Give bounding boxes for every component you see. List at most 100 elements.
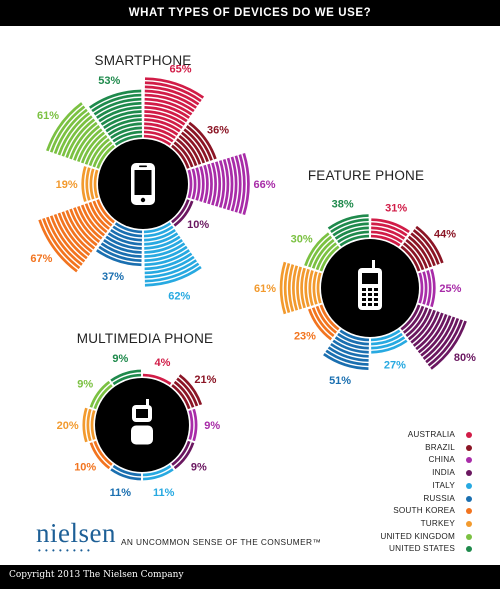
bar-band: [84, 203, 108, 234]
bar-band: [144, 77, 205, 99]
bar-band: [171, 384, 191, 410]
bar-band: [173, 200, 194, 227]
bar-band: [92, 141, 113, 168]
bar-band: [330, 342, 369, 358]
legend-label-united-states: UNITED STATES: [389, 544, 455, 554]
bar-band: [93, 440, 113, 466]
value-label: 67%: [30, 253, 52, 265]
segment-italy: [370, 329, 408, 354]
value-label: 31%: [385, 203, 407, 215]
bar-band: [337, 332, 369, 346]
bar-band: [144, 126, 176, 140]
bar-band: [211, 162, 217, 206]
copyright-text: Copyright 2013 The Nielsen Company: [9, 570, 184, 580]
bar-band: [69, 208, 98, 247]
bar-band: [420, 315, 452, 357]
bar-band: [325, 349, 369, 366]
bar-band: [405, 307, 429, 338]
segment-italy: [142, 464, 174, 481]
tagline: AN UNCOMMON SENSE OF THE CONSUMER™: [121, 537, 322, 547]
bar-band: [402, 305, 425, 334]
bar-band: [143, 225, 174, 238]
segment-united-kingdom: [304, 232, 340, 272]
segment-united-kingdom: [46, 102, 115, 169]
legend-swatch-united-states: [466, 546, 472, 553]
bar-band: [332, 339, 369, 354]
legend-label-australia: AUSTRALIA: [407, 430, 455, 439]
segment-south-korea: [308, 304, 340, 341]
bar-band: [144, 249, 190, 267]
bar-band: [400, 245, 421, 272]
bar-band: [296, 266, 302, 310]
legend-swatch-russia: [466, 495, 472, 502]
bar-band: [315, 305, 338, 334]
bar-band: [144, 255, 195, 275]
bar-band: [425, 317, 460, 364]
bar-band: [77, 205, 103, 240]
feature-phone-icon: [358, 260, 382, 310]
bar-band: [144, 235, 181, 250]
bar-band: [422, 316, 456, 360]
bar-band: [85, 167, 91, 201]
bar-band: [96, 249, 142, 267]
chart-title: SMARTPHONE: [94, 53, 191, 68]
bar-band: [337, 230, 369, 244]
segment-india: [171, 199, 194, 227]
bar-band: [292, 265, 299, 311]
bar-band: [185, 125, 213, 161]
bar-band: [144, 89, 198, 109]
value-label: 27%: [384, 359, 406, 371]
value-label: 20%: [57, 420, 79, 432]
bar-band: [96, 144, 115, 169]
segment-south-korea: [38, 199, 115, 273]
bar-band: [110, 468, 141, 481]
bar-band: [89, 168, 95, 200]
bar-band: [89, 380, 111, 408]
bar-band: [38, 219, 78, 273]
bar-band: [81, 166, 87, 202]
bar-band: [114, 222, 143, 234]
bar-band: [371, 332, 403, 346]
bar-band: [142, 464, 172, 477]
bar-band: [371, 336, 406, 350]
bar-band: [105, 118, 142, 133]
bar-band: [402, 242, 425, 271]
bar-band: [187, 169, 193, 199]
bar-band: [304, 268, 310, 308]
value-label: 66%: [253, 179, 275, 191]
bar-band: [173, 141, 194, 168]
bar-band: [171, 144, 190, 169]
segment-india: [400, 304, 467, 370]
bar-band: [405, 238, 429, 269]
value-label: 80%: [454, 352, 476, 364]
bar-band: [144, 101, 190, 119]
header-bar: [0, 0, 500, 26]
bar-band: [144, 245, 188, 262]
segment-australia: [143, 77, 205, 146]
bar-band: [311, 307, 335, 338]
bar-band: [412, 229, 440, 265]
bar-band: [410, 309, 436, 344]
value-label: 9%: [191, 461, 207, 473]
chart-title: MULTIMEDIA PHONE: [77, 331, 213, 346]
value-label: 10%: [187, 219, 209, 231]
segment-brazil: [171, 374, 203, 410]
bar-band: [144, 106, 188, 123]
bar-band: [57, 111, 91, 156]
bar-band: [92, 200, 113, 227]
legend-swatch-china: [466, 457, 472, 464]
page-title: WHAT TYPES OF DEVICES DO WE USE?: [128, 7, 372, 19]
value-label: 9%: [77, 379, 93, 391]
bar-band: [144, 239, 183, 254]
legend-label-south-korea: SOUTH KOREA: [393, 506, 455, 516]
segment-australia: [370, 218, 410, 247]
bar-band: [110, 126, 142, 140]
bar-band: [283, 262, 291, 314]
bar-band: [417, 313, 448, 354]
bar-band: [371, 218, 410, 234]
bar-band: [112, 464, 142, 477]
bar-band: [80, 131, 105, 164]
bar-band: [103, 239, 142, 254]
bar-band: [316, 272, 322, 304]
